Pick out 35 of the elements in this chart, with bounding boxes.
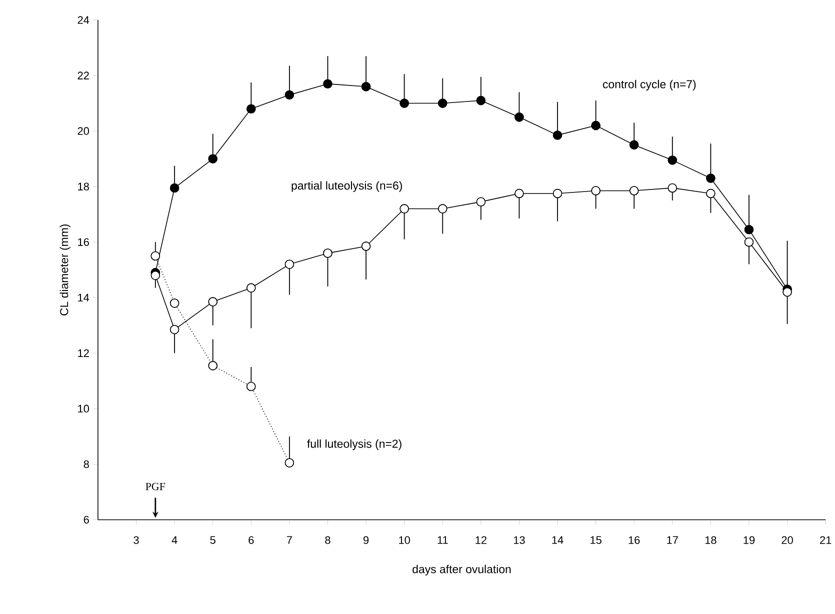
x-tick-label: 7 xyxy=(286,536,292,544)
x-tick-label: 9 xyxy=(364,536,369,544)
x-tick-label: 11 xyxy=(438,536,448,544)
x-tick-label: 5 xyxy=(210,536,216,544)
y-tick-label: 24 xyxy=(78,16,90,24)
y-tick-label: 10 xyxy=(78,404,89,413)
x-tick-label: 18 xyxy=(705,536,716,544)
x-tick-label: 10 xyxy=(399,536,410,544)
text: control cycle (n=7) xyxy=(602,80,696,91)
x-tick-label: 15 xyxy=(590,536,602,544)
y-tick-label: 8 xyxy=(84,460,89,468)
x-tick-label: 4 xyxy=(172,536,178,544)
x-tick-label: 16 xyxy=(628,536,640,544)
x-tick-label: 13 xyxy=(514,536,525,544)
series-label: partial luteolysis (n=6) xyxy=(292,181,402,192)
y-axis-title: CL diameter (mm) xyxy=(60,224,70,316)
x-tick-label: 21 xyxy=(820,536,832,544)
x-tick-label: 8 xyxy=(325,536,330,544)
y-tick-label: 14 xyxy=(78,294,90,302)
y-tick-label: 18 xyxy=(78,182,89,191)
y-tick-label: 20 xyxy=(78,127,89,136)
series-label: full luteolysis (n=2) xyxy=(307,440,402,450)
x-tick-label: 14 xyxy=(552,536,564,544)
y-tick-label: 12 xyxy=(78,349,89,358)
x-axis-title: days after ovulation xyxy=(412,564,511,576)
x-tick-label: 20 xyxy=(782,536,793,544)
x-tick-label: 6 xyxy=(248,536,254,544)
y-tick-label: 6 xyxy=(84,516,89,524)
annotation: PGF xyxy=(146,483,166,490)
x-tick-label: 3 xyxy=(134,536,139,544)
y-tick-label: 16 xyxy=(78,238,89,246)
x-tick-label: 12 xyxy=(476,536,486,544)
x-tick-label: 19 xyxy=(744,536,755,544)
y-tick-label: 22 xyxy=(78,72,89,80)
x-tick-label: 17 xyxy=(667,536,678,544)
